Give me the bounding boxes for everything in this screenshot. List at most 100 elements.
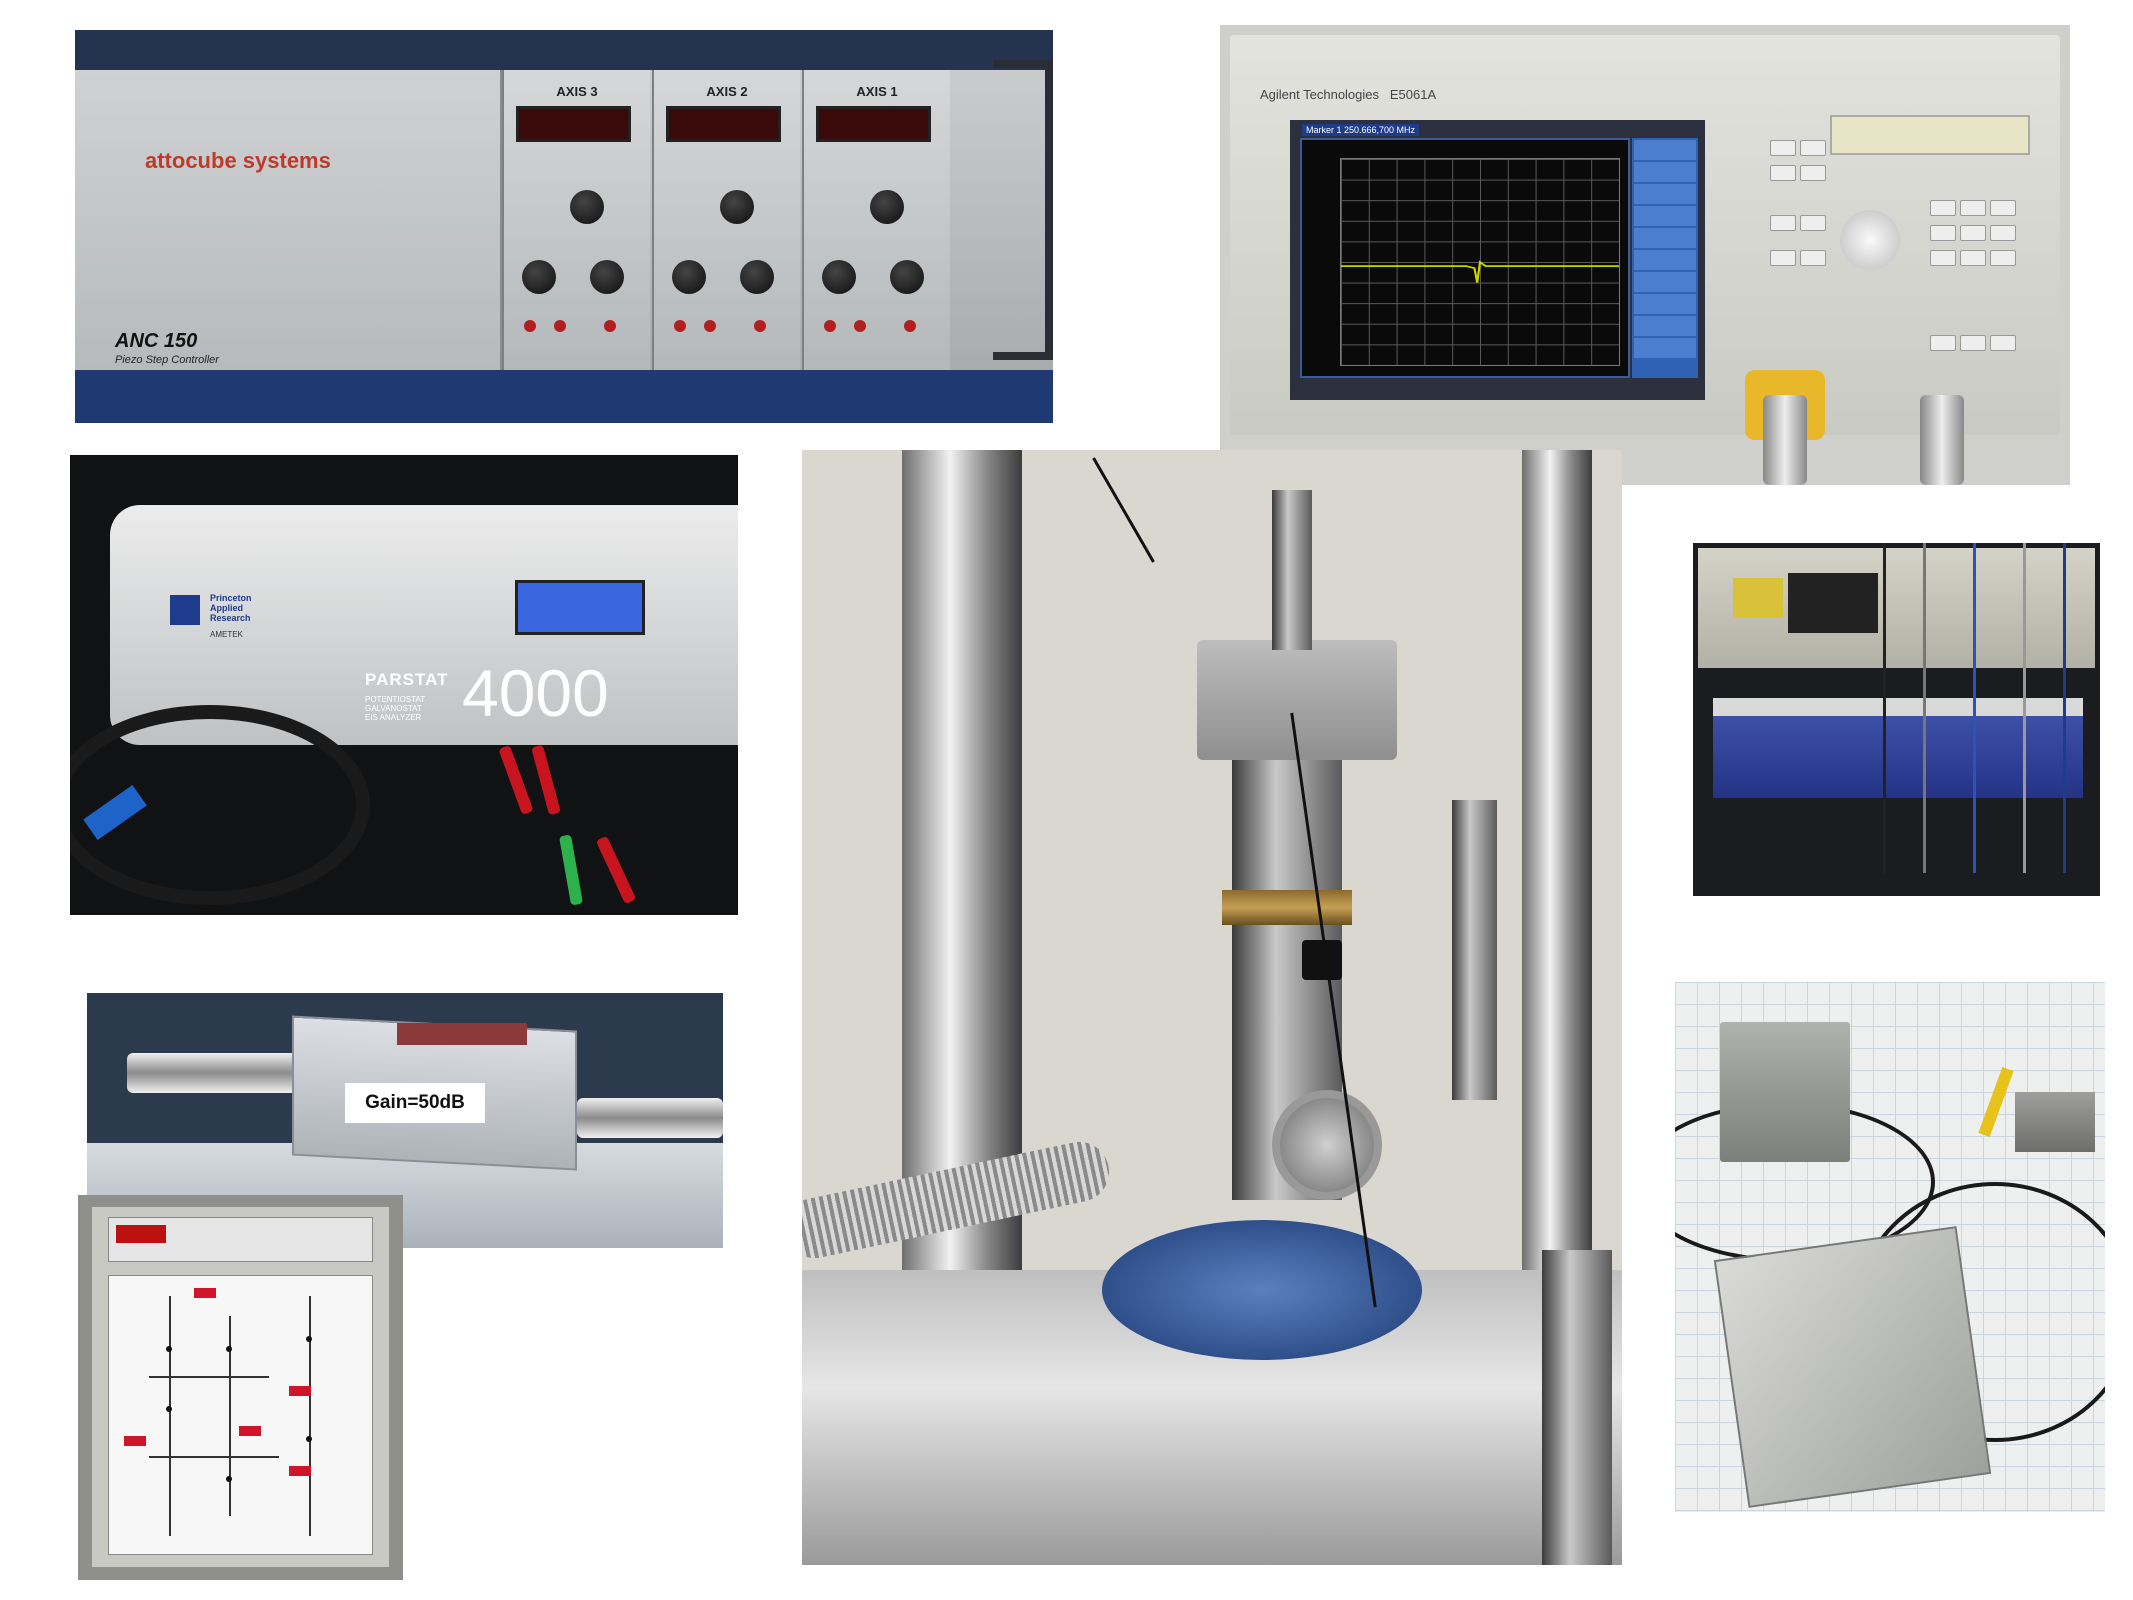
key-icon: [1800, 165, 1826, 181]
led-display: [116, 1225, 166, 1243]
small-enclosure: [2015, 1092, 2095, 1152]
red-clip-icon: [498, 745, 534, 815]
cable: [2023, 543, 2026, 873]
amp-knob-icon: [740, 260, 774, 294]
valve-icon: [166, 1406, 172, 1412]
amplifier-photo: Gain=50dB: [87, 993, 723, 1248]
valve-icon: [166, 1346, 172, 1352]
blue-flange: [1102, 1220, 1422, 1360]
rack-rail: [75, 370, 1053, 423]
red-clip-icon: [531, 744, 561, 816]
softkey-panel: [1632, 138, 1698, 378]
axis-module-2: AXIS 2: [652, 70, 800, 370]
key-icon: [1990, 250, 2016, 266]
valve-icon: [226, 1346, 232, 1352]
button-icon: [904, 320, 916, 332]
metal-enclosure: [1713, 1226, 1992, 1508]
parstat-number: 4000: [462, 656, 609, 730]
shielded-boxes-photo: [1675, 982, 2105, 1512]
sample-head: [1197, 640, 1397, 760]
attocube-logo: attocube systems: [145, 148, 331, 173]
yellow-label: [1733, 578, 1783, 618]
key-icon: [1930, 335, 1956, 351]
gauge-tube: [1452, 800, 1497, 1100]
schematic-panel: [108, 1275, 373, 1555]
key-icon: [1930, 225, 1956, 241]
par-logo-icon: [170, 595, 200, 625]
key-icon: [1960, 200, 1986, 216]
port1-connector-icon: [1763, 395, 1807, 485]
cable: [2063, 543, 2066, 873]
key-icon: [1800, 250, 1826, 266]
key-icon: [1800, 140, 1826, 156]
yellow-pen-icon: [1978, 1067, 2014, 1137]
axis-module-1: AXIS 1: [802, 70, 950, 370]
input-connector-icon: [127, 1053, 297, 1093]
key-icon: [1930, 200, 1956, 216]
key-icon: [1770, 250, 1796, 266]
plot-grid: [1340, 158, 1620, 366]
gain-label: Gain=50dB: [345, 1083, 485, 1123]
key-icon: [1990, 335, 2016, 351]
button-icon: [854, 320, 866, 332]
tape-label: [397, 1023, 527, 1045]
port2-connector-icon: [1920, 395, 1964, 485]
cable: [1092, 457, 1155, 563]
valve-icon: [306, 1336, 312, 1342]
key-icon: [1990, 225, 2016, 241]
button-icon: [824, 320, 836, 332]
marker-readout: Marker 1 250.666,700 MHz: [1302, 124, 1420, 136]
key-icon: [1930, 250, 1956, 266]
key-icon: [1770, 215, 1796, 231]
amp-knob-icon: [590, 260, 624, 294]
mode-knob-icon: [570, 190, 604, 224]
cable: [1973, 543, 1976, 873]
key-icon: [1800, 215, 1826, 231]
navigation-knob-icon: [1840, 210, 1900, 270]
anc-front-panel: attocube systems ANC 150 Piezo Step Cont…: [75, 70, 502, 370]
axis-label: AXIS 2: [706, 84, 748, 99]
network-analyzer-photo: Agilent Technologies E5061A Marker 1 250…: [1220, 25, 2070, 485]
rack-handle: [993, 60, 1053, 360]
cable: [1923, 543, 1926, 873]
analyzer-screen: [1300, 138, 1630, 378]
mode-knob-icon: [870, 190, 904, 224]
button-icon: [674, 320, 686, 332]
valve-icon: [306, 1436, 312, 1442]
axis-module-3: AXIS 3: [502, 70, 650, 370]
cryostat-photo: [802, 450, 1622, 1565]
mode-knob-icon: [720, 190, 754, 224]
key-icon: [1990, 200, 2016, 216]
anc-model-label: ANC 150: [115, 330, 198, 352]
frq-knob-icon: [672, 260, 706, 294]
black-knob-icon: [1302, 940, 1342, 980]
valve-icon: [226, 1476, 232, 1482]
pressure-readout: [194, 1288, 216, 1298]
pressure-readout: [289, 1386, 311, 1396]
floppy-drive: [1830, 115, 2030, 155]
led-display: [516, 106, 631, 142]
key-icon: [1960, 225, 1986, 241]
led-display: [816, 106, 931, 142]
gray-enclosure: [1720, 1022, 1850, 1162]
trace: [1341, 260, 1619, 283]
ametek-label: AMETEK: [210, 630, 243, 639]
analyzer-body: Agilent Technologies E5061A Marker 1 250…: [1230, 35, 2060, 435]
anc-subtitle: Piezo Step Controller: [115, 354, 219, 366]
pressure-readout: [124, 1436, 146, 1446]
lcd-display: [515, 580, 645, 635]
amp-knob-icon: [890, 260, 924, 294]
button-icon: [754, 320, 766, 332]
button-icon: [704, 320, 716, 332]
pressure-readout: [239, 1426, 261, 1436]
parstat-photo: Princeton Applied Research AMETEK PARSTA…: [70, 455, 738, 915]
par-brand: Princeton Applied Research: [210, 593, 252, 623]
gas-panel-photo: [78, 1195, 403, 1580]
kf-port-window: [1272, 1090, 1382, 1200]
agilent-logo: Agilent Technologies E5061A: [1260, 87, 1437, 102]
output-connector-icon: [577, 1098, 723, 1138]
anc150-photo: attocube systems ANC 150 Piezo Step Cont…: [75, 30, 1053, 423]
button-icon: [554, 320, 566, 332]
cable: [1883, 543, 1886, 873]
led-display: [666, 106, 781, 142]
